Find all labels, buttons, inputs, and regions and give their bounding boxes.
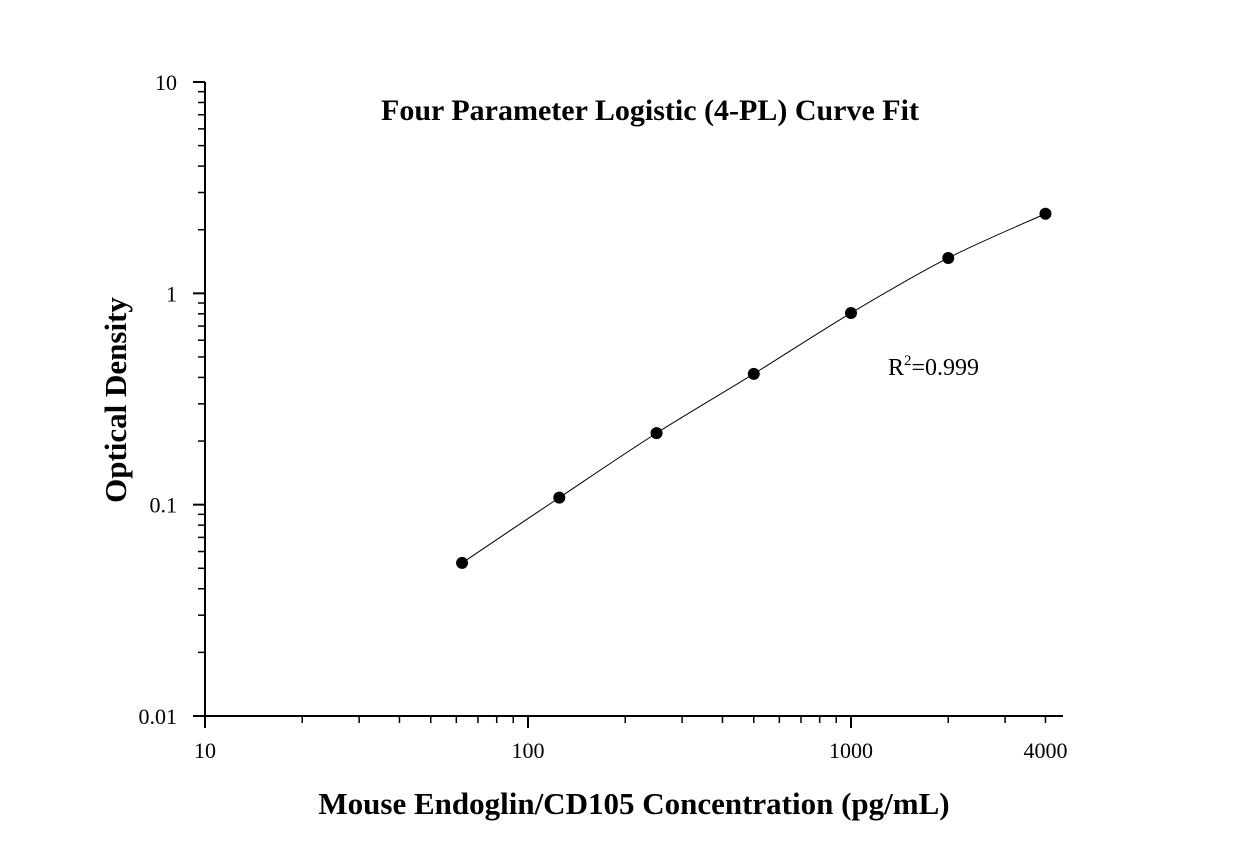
- y-tick-label: 10: [155, 70, 177, 95]
- data-point: [1039, 207, 1052, 220]
- data-point: [553, 491, 566, 504]
- data-point: [456, 556, 469, 569]
- y-tick-label: 0.1: [150, 493, 178, 518]
- x-tick-label: 1000: [829, 738, 873, 763]
- x-tick-label: 10: [194, 738, 216, 763]
- data-point: [845, 307, 857, 320]
- data-point: [747, 367, 760, 380]
- y-tick-label: 1: [166, 281, 177, 306]
- fit-curve: [461, 213, 1046, 564]
- x-tick-label: 4000: [1023, 738, 1067, 763]
- x-axis-label: Mouse Endoglin/CD105 Concentration (pg/m…: [318, 786, 949, 821]
- chart-title: Four Parameter Logistic (4-PL) Curve Fit: [381, 94, 919, 127]
- data-points: [456, 207, 1052, 569]
- y-tick-label: 0.01: [139, 704, 178, 729]
- r-squared-annotation: R2=0.999: [888, 353, 979, 381]
- data-point: [942, 251, 955, 264]
- axes: 10 100 1000 4000 0.01 0.1 1 10: [139, 70, 1068, 763]
- y-axis-label: Optical Density: [98, 297, 133, 503]
- data-point: [650, 427, 663, 440]
- x-tick-label: 100: [512, 738, 545, 763]
